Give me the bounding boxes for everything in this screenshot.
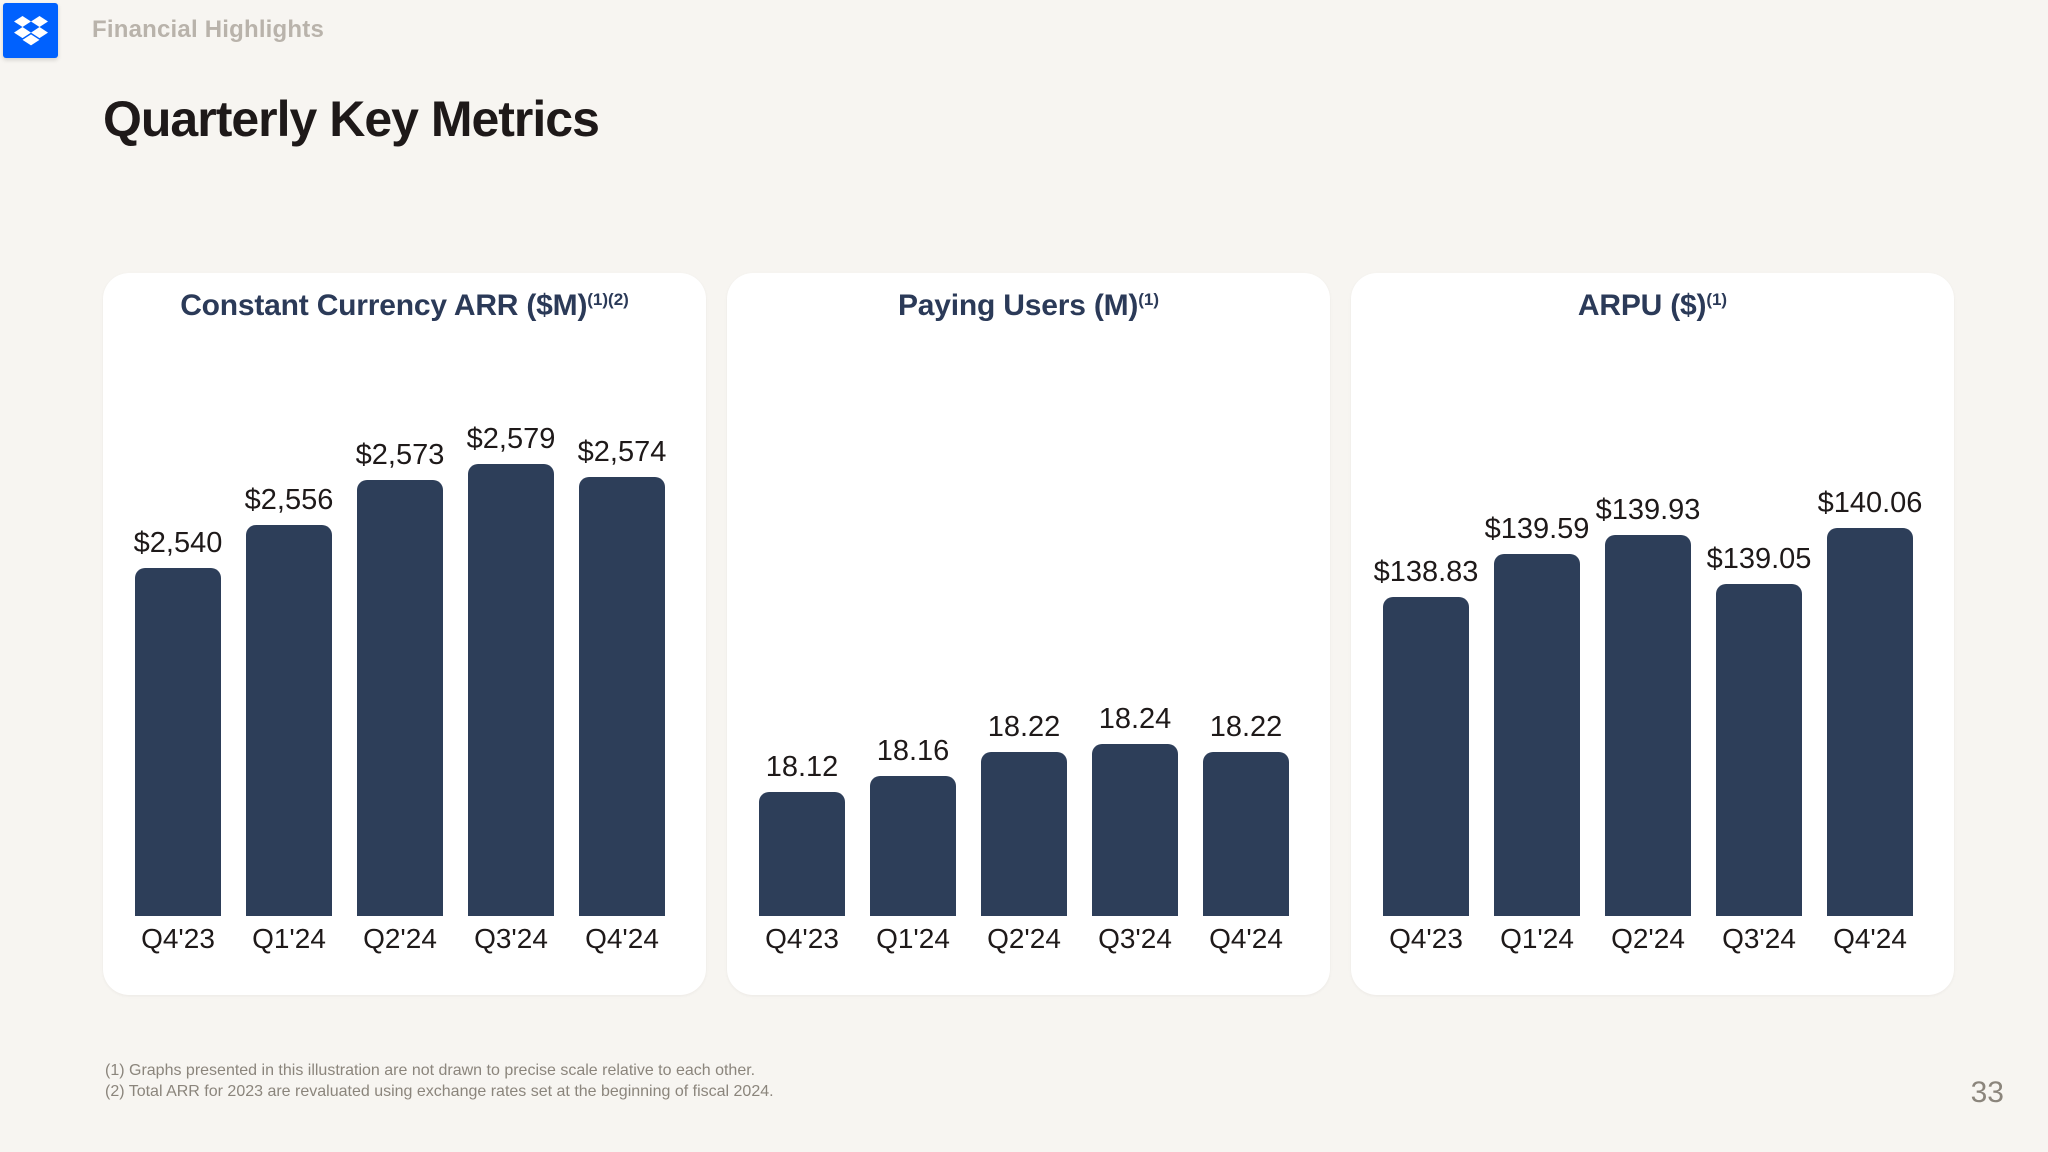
- chart-title-text: Paying Users (M): [898, 289, 1139, 322]
- category-label: Q3'24: [1722, 923, 1796, 954]
- bar-value-label: $2,556: [244, 484, 334, 516]
- chart-title-text: ARPU ($): [1577, 289, 1707, 322]
- category-label: Q4'23: [765, 923, 839, 954]
- category-label: Q1'24: [252, 923, 326, 954]
- bar-value-label: $140.06: [1817, 487, 1923, 519]
- category-label: Q2'24: [987, 923, 1061, 954]
- section-label: Financial Highlights: [92, 16, 325, 43]
- bar-value-label: 18.24: [1098, 703, 1172, 735]
- chart-title-text: Constant Currency ARR ($M): [180, 289, 588, 322]
- category-labels-row: Q4'23 Q1'24 Q2'24 Q3'24 Q4'24: [1383, 923, 1913, 955]
- bar-Q4'23: $138.83: [1374, 556, 1478, 916]
- category-labels-row: Q4'23 Q1'24 Q2'24 Q3'24 Q4'24: [759, 923, 1289, 955]
- bar-value-label: $139.93: [1595, 494, 1701, 526]
- category-label: Q4'24: [585, 923, 659, 954]
- chart-title-arpu: ARPU ($)(1): [1351, 289, 1954, 323]
- category-label: Q4'24: [1209, 923, 1283, 954]
- category-label: Q4'23: [141, 923, 215, 954]
- bar-Q4'24: $2,574: [578, 436, 666, 916]
- bar-Q3'24: $2,579: [467, 423, 555, 916]
- bar-chart-arr: $2,540 $2,556 $2,573 $2,579 $2,574 Q4'23 Q1'24…: [103, 273, 706, 995]
- bar-Q1'24: 18.16: [870, 735, 956, 916]
- page-number: 33: [1970, 1076, 2004, 1109]
- category-label: Q2'24: [1611, 923, 1685, 954]
- bar-Q2'24: $2,573: [356, 439, 444, 916]
- bar-chart-paying-users: 18.12 18.16 18.22 18.24 18.22 Q4'23 Q1'24 Q2'24…: [727, 273, 1330, 995]
- dropbox-icon: [13, 15, 48, 45]
- chart-card-arr: Constant Currency ARR ($M)(1)(2) $2,540 $…: [103, 273, 706, 995]
- category-label: Q2'24: [363, 923, 437, 954]
- bars-row: 18.12 18.16 18.22 18.24 18.22: [759, 703, 1289, 916]
- bar-value-label: $139.59: [1484, 513, 1590, 545]
- category-label: Q1'24: [876, 923, 950, 954]
- bar-value-label: $139.05: [1706, 543, 1812, 575]
- chart-card-arpu: ARPU ($)(1) $138.83 $139.59 $139.93 $139.05…: [1351, 273, 1954, 995]
- bar-value-label: $138.83: [1373, 556, 1479, 588]
- bar-value-label: 18.22: [1209, 711, 1283, 743]
- chart-title-superscript: (1): [1706, 290, 1728, 309]
- category-label: Q3'24: [1098, 923, 1172, 954]
- chart-title-paying-users: Paying Users (M)(1): [727, 289, 1330, 323]
- bar-Q2'24: $139.93: [1596, 494, 1700, 916]
- charts-row: Constant Currency ARR ($M)(1)(2) $2,540 $…: [103, 273, 1954, 995]
- bar-value-label: $2,573: [355, 439, 445, 471]
- category-label: Q3'24: [474, 923, 548, 954]
- chart-title-superscript: (1): [1138, 290, 1159, 309]
- bar-value-label: 18.12: [765, 751, 839, 783]
- footnotes: (1) Graphs presented in this illustratio…: [105, 1060, 774, 1102]
- footnote-1: (1) Graphs presented in this illustratio…: [105, 1062, 756, 1079]
- dropbox-logo: [3, 3, 58, 58]
- bar-value-label: 18.22: [987, 711, 1061, 743]
- category-label: Q1'24: [1500, 923, 1574, 954]
- bar-value-label: $2,574: [577, 436, 667, 468]
- category-label: Q4'23: [1389, 923, 1463, 954]
- chart-title-superscript: (1)(2): [587, 290, 629, 309]
- bar-Q3'24: 18.24: [1092, 703, 1178, 916]
- bar-Q1'24: $139.59: [1485, 513, 1589, 916]
- bar-Q4'23: $2,540: [134, 527, 222, 916]
- bar-Q4'24: $140.06: [1818, 487, 1922, 916]
- bar-value-label: 18.16: [876, 735, 950, 767]
- category-labels-row: Q4'23 Q1'24 Q2'24 Q3'24 Q4'24: [135, 923, 665, 955]
- chart-card-paying-users: Paying Users (M)(1) 18.12 18.16 18.22 18.24…: [727, 273, 1330, 995]
- bars-row: $2,540 $2,556 $2,573 $2,579 $2,574: [134, 423, 666, 916]
- category-label: Q4'24: [1833, 923, 1907, 954]
- bar-value-label: $2,540: [133, 527, 223, 559]
- bar-value-label: $2,579: [466, 423, 556, 455]
- bar-Q4'23: 18.12: [759, 751, 845, 916]
- page-title: Quarterly Key Metrics: [103, 91, 600, 147]
- bar-chart-arpu: $138.83 $139.59 $139.93 $139.05 $140.06 Q4'23…: [1351, 273, 1954, 995]
- chart-title-arr: Constant Currency ARR ($M)(1)(2): [103, 289, 706, 323]
- bar-Q3'24: $139.05: [1707, 543, 1811, 916]
- bar-Q4'24: 18.22: [1203, 711, 1289, 916]
- bar-Q2'24: 18.22: [981, 711, 1067, 916]
- footnote-2: (2) Total ARR for 2023 are revaluated us…: [105, 1083, 774, 1100]
- bars-row: $138.83 $139.59 $139.93 $139.05 $140.06: [1374, 487, 1922, 916]
- bar-Q1'24: $2,556: [245, 484, 333, 916]
